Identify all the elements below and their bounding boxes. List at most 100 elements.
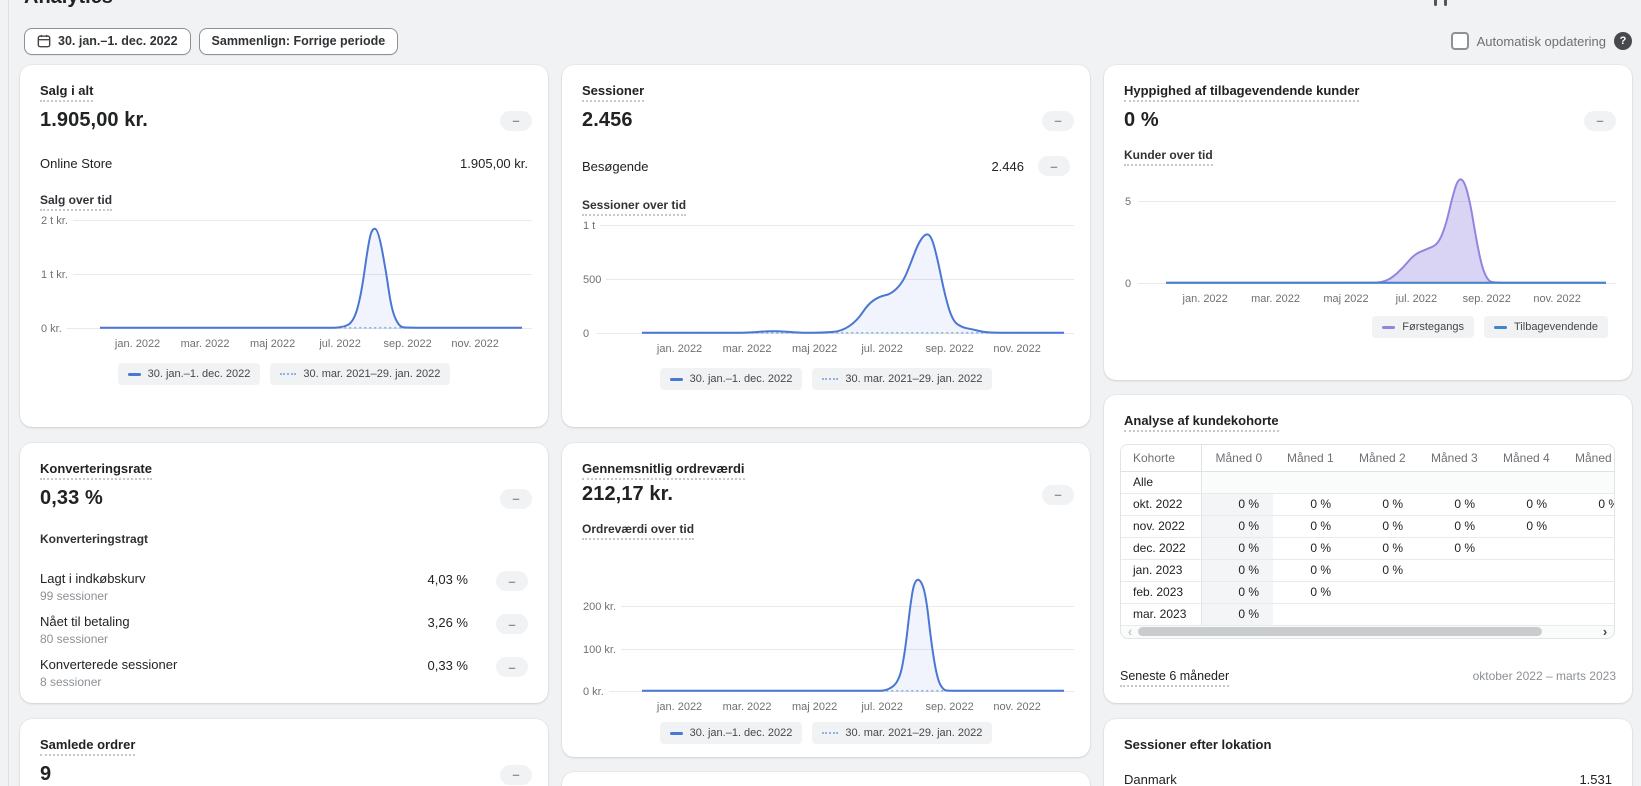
x-axis-label: sep. 2022 bbox=[925, 701, 973, 713]
card-salg-i-alt: Salg i alt 1.905,00 kr. – Online Store 1… bbox=[20, 65, 548, 427]
compare-label: Sammenlign: Forrige periode bbox=[212, 34, 386, 48]
chart-title: Sessioner over tid bbox=[582, 198, 1074, 212]
chart-legend: Førstegangs Tilbagevendende bbox=[1120, 316, 1616, 338]
no-change-badge: – bbox=[496, 614, 528, 634]
cohort-table: KohorteMåned 0Måned 1Måned 2Måned 3Måned… bbox=[1121, 445, 1615, 626]
card-sessioner: Sessioner 2.456 – Besøgende 2.446 – Sess… bbox=[562, 65, 1090, 427]
cohort-range-label[interactable]: Seneste 6 måneder bbox=[1120, 669, 1229, 687]
cohort-value-cell: 0 % bbox=[1273, 515, 1345, 537]
date-range-label: 30. jan.–1. dec. 2022 bbox=[58, 34, 178, 48]
cohort-value-cell bbox=[1417, 603, 1489, 625]
no-change-badge: – bbox=[496, 657, 528, 677]
table-header-cell: Kohorte bbox=[1121, 445, 1201, 471]
funnel-step: Nået til betaling 80 sessioner 3,26 % – bbox=[40, 614, 528, 646]
x-axis-label: nov. 2022 bbox=[451, 338, 499, 350]
cohort-value-cell bbox=[1489, 471, 1561, 493]
compare-button[interactable]: Sammenlign: Forrige periode bbox=[199, 28, 399, 55]
help-icon[interactable]: ? bbox=[1614, 32, 1632, 50]
x-axis-label: jan. 2022 bbox=[1183, 293, 1228, 305]
funnel-step-label: Konverterede sessioner bbox=[40, 657, 177, 672]
scrollbar-thumb[interactable] bbox=[1138, 627, 1542, 636]
cohort-label-cell: nov. 2022 bbox=[1121, 515, 1201, 537]
funnel-step-sessions: 8 sessioner bbox=[40, 675, 177, 689]
metric-title: Konverteringsrate bbox=[40, 461, 532, 476]
no-change-badge: – bbox=[496, 571, 528, 591]
chart-plot-area[interactable]: 200 kr.100 kr.0 kr. bbox=[578, 544, 1074, 692]
funnel-step-sessions: 99 sessioner bbox=[40, 589, 146, 603]
cohort-value-cell bbox=[1417, 471, 1489, 493]
chart-plot-area[interactable]: 50 bbox=[1120, 172, 1616, 284]
chart-plot-area[interactable]: 2 t kr.1 t kr.0 kr. bbox=[36, 221, 532, 329]
chart-svg bbox=[642, 226, 1064, 334]
scroll-right-icon[interactable]: › bbox=[1599, 627, 1611, 637]
blue-line-icon bbox=[1494, 326, 1507, 329]
auto-update-checkbox[interactable] bbox=[1451, 32, 1469, 50]
page-actions-icon[interactable] bbox=[1434, 0, 1460, 8]
metric-title: Hyppighed af tilbagevendende kunder bbox=[1124, 83, 1616, 98]
date-range-button[interactable]: 30. jan.–1. dec. 2022 bbox=[24, 28, 191, 55]
table-row: dec. 20220 %0 %0 %0 % bbox=[1121, 537, 1615, 559]
scrollbar-track[interactable] bbox=[1138, 627, 1597, 636]
cohort-value-cell: 0 % bbox=[1201, 537, 1273, 559]
metric-value: 9 bbox=[40, 763, 51, 786]
cohort-value-cell bbox=[1345, 581, 1417, 603]
x-axis-label: nov. 2022 bbox=[993, 343, 1041, 355]
kunder-over-tid-chart[interactable]: 50jan. 2022mar. 2022maj 2022jul. 2022sep… bbox=[1120, 172, 1616, 306]
dotted-line-icon bbox=[822, 378, 838, 380]
cohort-value-cell: 0 % bbox=[1417, 537, 1489, 559]
no-change-badge: – bbox=[500, 111, 532, 131]
metric-value: 0,33 % bbox=[40, 487, 103, 510]
location-label: Danmark bbox=[1124, 772, 1177, 786]
x-axis-label: mar. 2022 bbox=[723, 701, 772, 713]
cohort-value-cell bbox=[1489, 559, 1561, 581]
page-header: Analytics bbox=[24, 0, 324, 9]
table-header-cell: Måned 2 bbox=[1345, 445, 1417, 471]
x-axis-label: sep. 2022 bbox=[1463, 293, 1511, 305]
legend-previous: 30. mar. 2021–29. jan. 2022 bbox=[812, 722, 992, 744]
cohort-value-cell bbox=[1201, 471, 1273, 493]
cohort-value-cell: 0 % bbox=[1273, 559, 1345, 581]
analytics-toolbar: 30. jan.–1. dec. 2022 Sammenlign: Forrig… bbox=[24, 27, 1632, 55]
cohort-value-cell bbox=[1561, 471, 1615, 493]
card-konverteringsrate: Konverteringsrate 0,33 % – Konverterings… bbox=[20, 443, 548, 703]
calendar-icon bbox=[37, 34, 51, 48]
x-axis-label: mar. 2022 bbox=[723, 343, 772, 355]
y-axis-label: 0 kr. bbox=[578, 686, 609, 698]
table-header-cell: Måned 1 bbox=[1273, 445, 1345, 471]
metric-value: 0 % bbox=[1124, 109, 1159, 132]
cohort-value-cell: 0 % bbox=[1345, 493, 1417, 515]
page-title: Analytics bbox=[24, 0, 324, 9]
no-change-badge: – bbox=[1584, 111, 1616, 131]
cohort-value-cell bbox=[1345, 471, 1417, 493]
cohort-value-cell: 0 % bbox=[1345, 537, 1417, 559]
scroll-left-icon[interactable]: ‹ bbox=[1124, 627, 1136, 637]
legend-returning: Tilbagevendende bbox=[1484, 316, 1608, 338]
chart-legend: 30. jan.–1. dec. 2022 30. mar. 2021–29. … bbox=[578, 722, 1074, 744]
x-axis-label: sep. 2022 bbox=[925, 343, 973, 355]
x-axis-label: jan. 2022 bbox=[657, 343, 702, 355]
legend-current: 30. jan.–1. dec. 2022 bbox=[118, 363, 261, 385]
cohort-range-dates: oktober 2022 – marts 2023 bbox=[1473, 669, 1616, 683]
x-axis-label: nov. 2022 bbox=[1533, 293, 1581, 305]
x-axis-label: maj 2022 bbox=[792, 701, 837, 713]
chart-plot-area[interactable]: 1 t5000 bbox=[578, 226, 1074, 334]
sessioner-over-tid-chart[interactable]: 1 t5000jan. 2022mar. 2022maj 2022jul. 20… bbox=[578, 226, 1074, 356]
legend-current: 30. jan.–1. dec. 2022 bbox=[660, 368, 803, 390]
column-1: Salg i alt 1.905,00 kr. – Online Store 1… bbox=[20, 65, 548, 786]
table-scrollbar[interactable]: ‹ › bbox=[1120, 626, 1615, 639]
cohort-value-cell bbox=[1561, 603, 1615, 625]
column-2: Sessioner 2.456 – Besøgende 2.446 – Sess… bbox=[562, 65, 1090, 786]
y-axis-label: 1 t bbox=[578, 220, 600, 232]
ordrevaerdi-over-tid-chart[interactable]: 200 kr.100 kr.0 kr.jan. 2022mar. 2022maj… bbox=[578, 544, 1074, 714]
salg-over-tid-chart[interactable]: 2 t kr.1 t kr.0 kr.jan. 2022mar. 2022maj… bbox=[36, 221, 532, 351]
chart-title: Salg over tid bbox=[40, 193, 532, 207]
card-samlede-ordrer: Samlede ordrer 9 – bbox=[20, 719, 548, 786]
x-axis-label: jan. 2022 bbox=[115, 338, 160, 350]
card-kundekohorte: Analyse af kundekohorte KohorteMåned 0Må… bbox=[1104, 395, 1632, 703]
location-row: Danmark 1.531 bbox=[1124, 772, 1612, 786]
x-axis-label: jul. 2022 bbox=[319, 338, 361, 350]
cohort-value-cell: 0 % bbox=[1345, 559, 1417, 581]
funnel-step-label: Lagt i indkøbskurv bbox=[40, 571, 146, 586]
cohort-value-cell: 0 % bbox=[1201, 581, 1273, 603]
y-axis-label: 200 kr. bbox=[578, 601, 621, 613]
